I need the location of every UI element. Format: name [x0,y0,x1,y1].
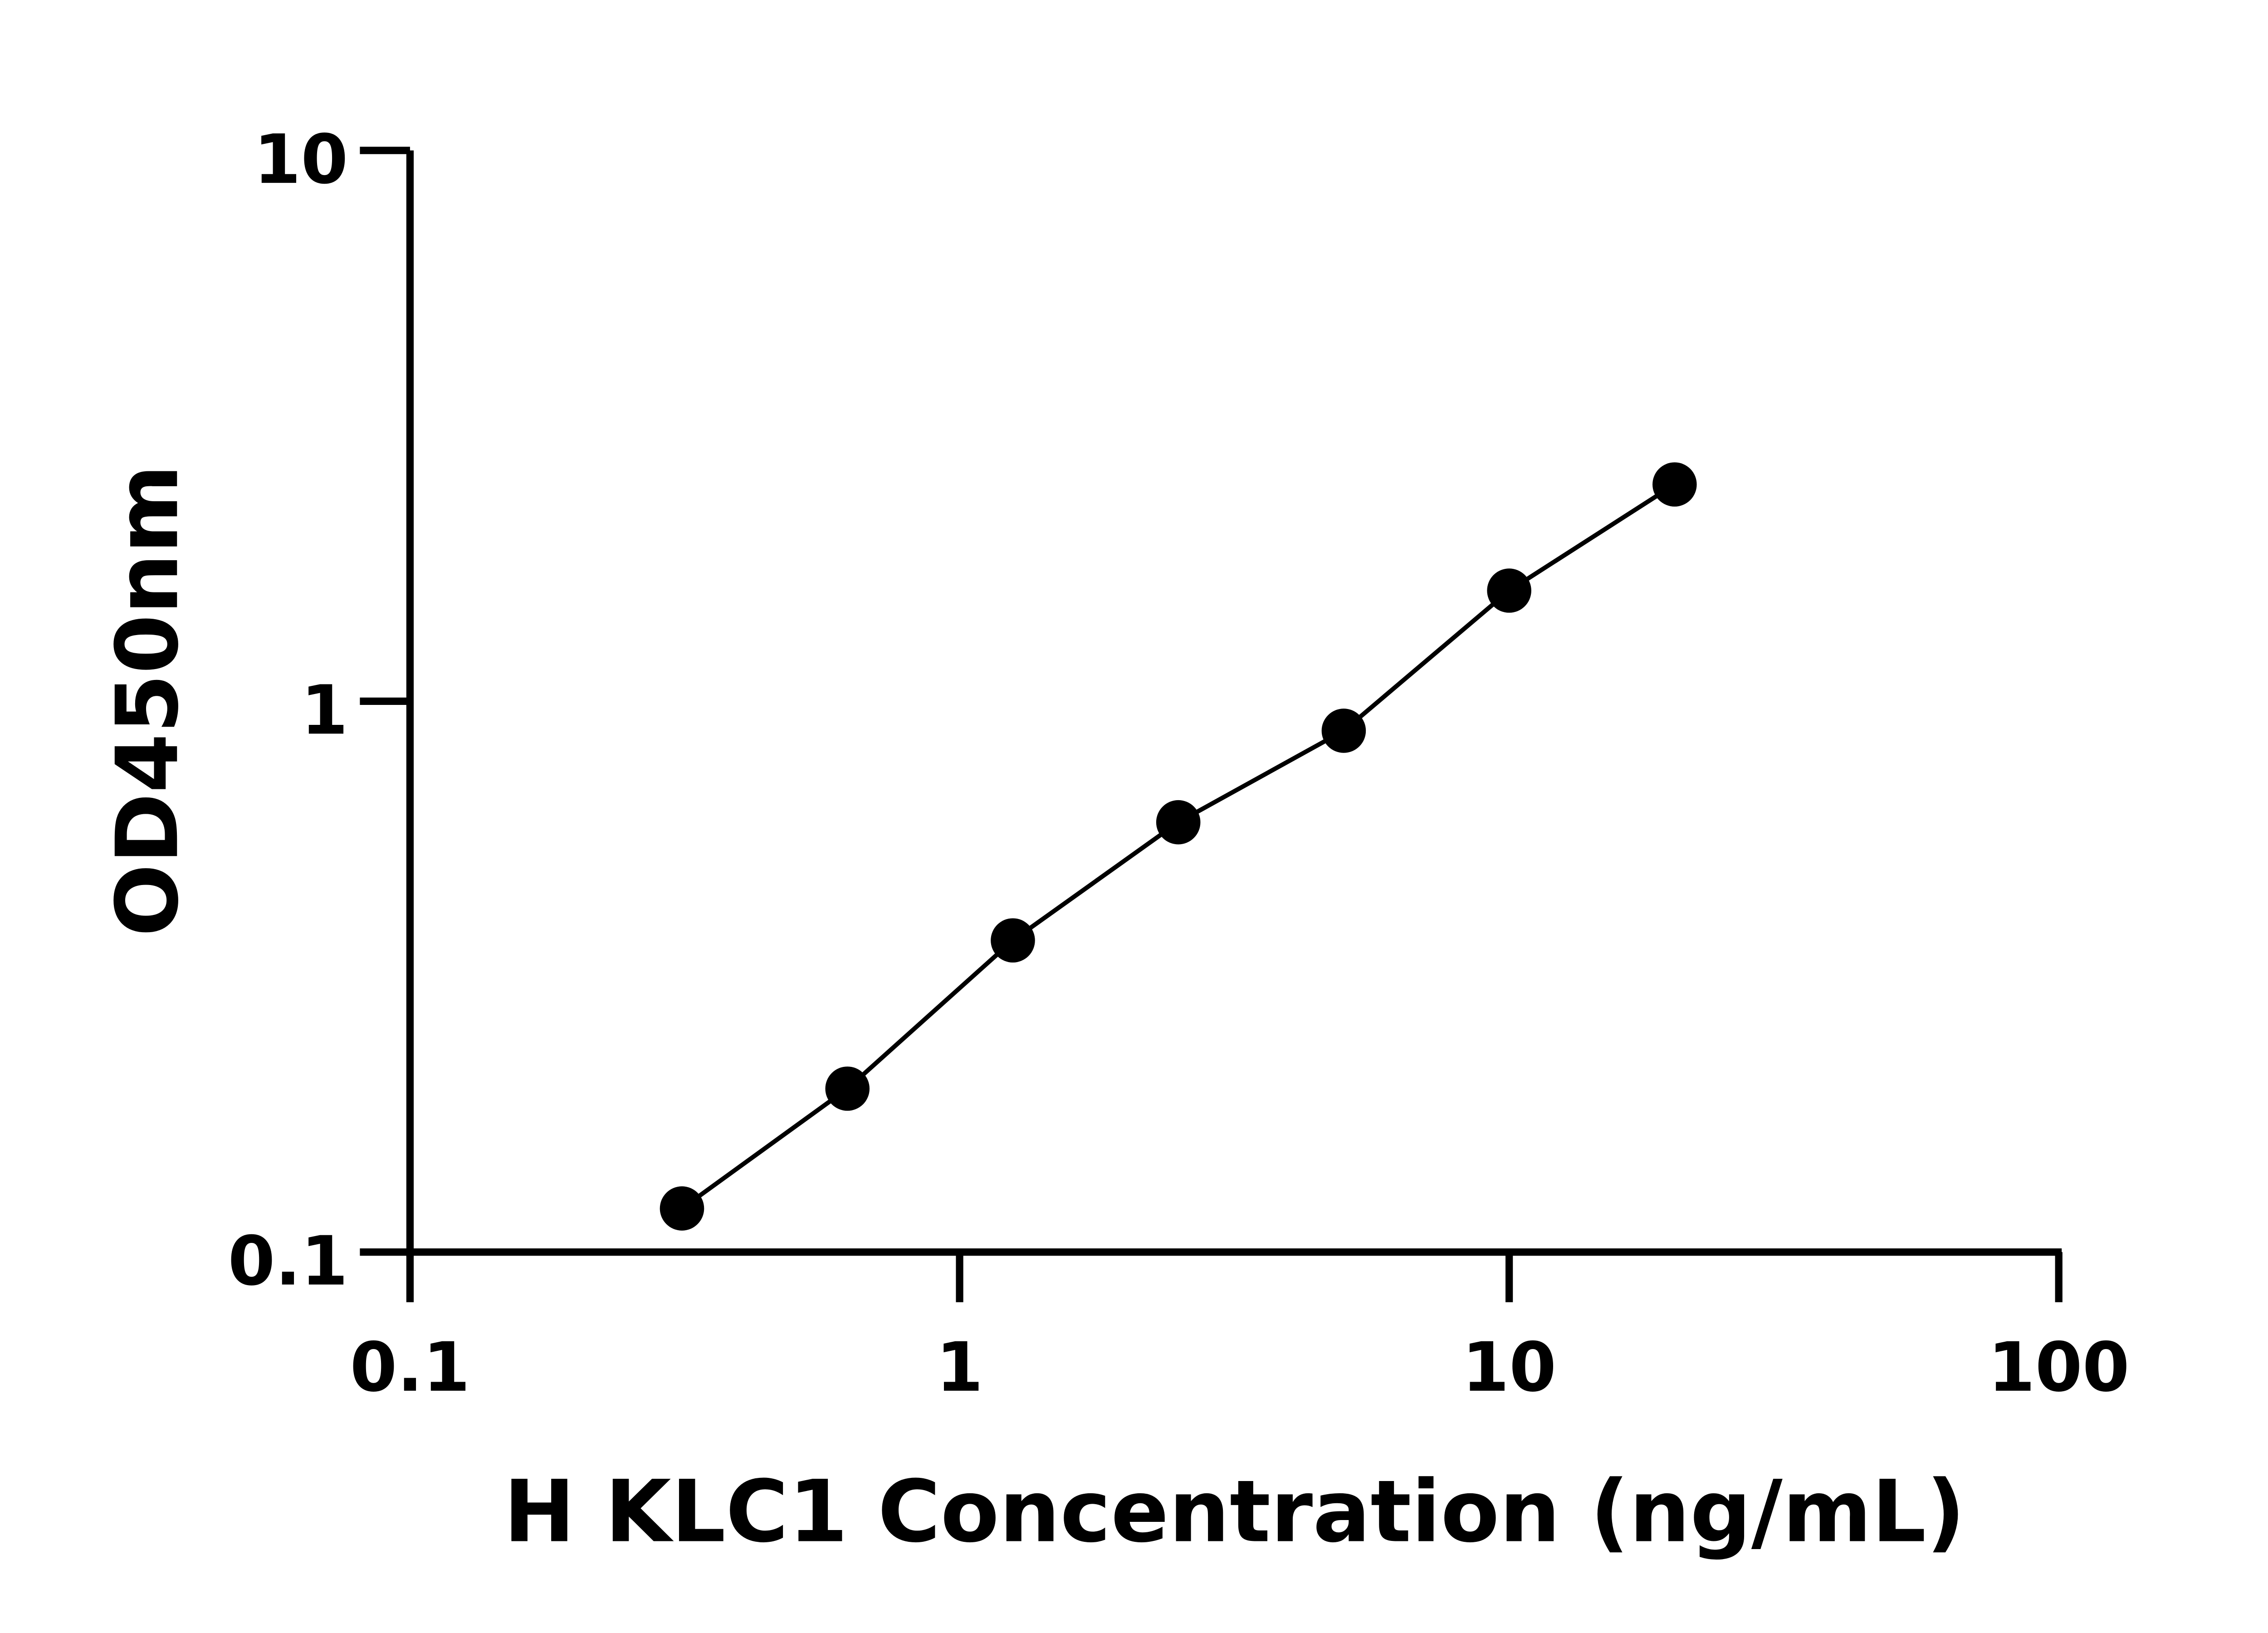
data-marks [660,462,1697,1231]
y-tick-label: 1 [301,671,348,750]
x-axis-title: H KLC1 Concentration (ng/mL) [503,1462,1965,1561]
x-tick-label: 1 [936,1328,983,1407]
data-point [991,918,1035,963]
axes: 0.1 1 10 100 0.1 1 10 [228,120,2129,1407]
x-tick-label: 0.1 [350,1328,470,1407]
x-tick-label: 100 [1988,1328,2130,1407]
data-point [1321,709,1366,753]
data-point [1156,800,1201,845]
x-tick-label: 10 [1462,1328,1556,1407]
data-point [660,1186,704,1231]
y-axis-title: OD450nm [98,464,197,937]
data-point [1487,568,1531,613]
y-tick-label: 0.1 [228,1222,348,1301]
y-tick-label: 10 [254,120,348,199]
data-point [1652,462,1697,507]
data-point [825,1066,870,1111]
